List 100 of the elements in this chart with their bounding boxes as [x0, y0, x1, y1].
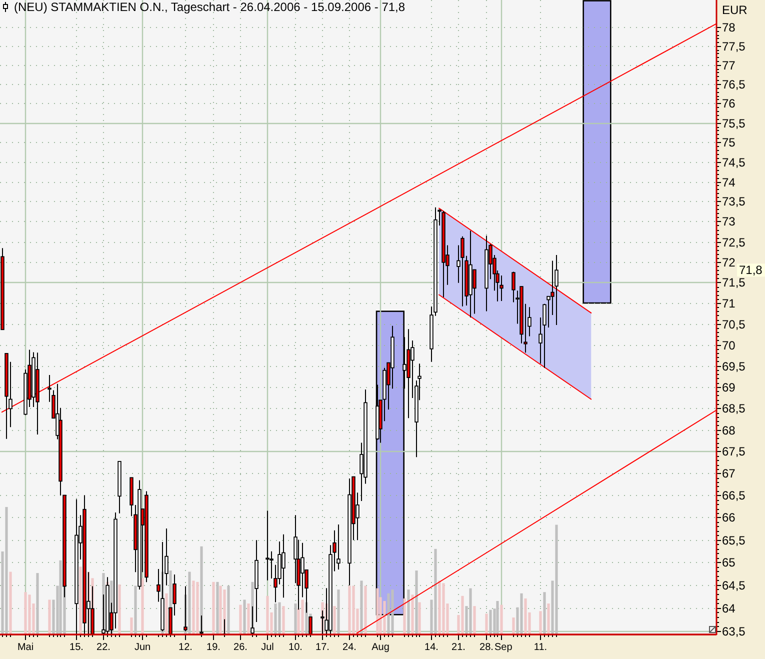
x-tick-label: Jul [261, 642, 274, 653]
bar [403, 598, 406, 634]
bar [364, 586, 367, 634]
bar [188, 572, 191, 634]
y-tick-label: 64,5 [722, 578, 746, 592]
bar [555, 524, 558, 634]
candlestick [554, 254, 558, 326]
x-tick-label: 28. [480, 642, 494, 653]
bar [512, 617, 515, 634]
bar [524, 598, 527, 634]
bar [192, 580, 195, 634]
y-tick-label: 75 [722, 136, 736, 150]
x-tick-label: 19. [206, 642, 220, 653]
y-tick-label: 71,5 [722, 276, 746, 290]
bar [348, 586, 351, 634]
candlestick [512, 271, 516, 303]
bar [278, 602, 281, 634]
y-tick-label: 78 [722, 20, 736, 34]
y-tick-label: 68,5 [722, 402, 746, 416]
candlestick [266, 510, 270, 581]
bar [489, 610, 492, 634]
bar [219, 586, 222, 634]
bar [415, 570, 418, 634]
bar [294, 604, 297, 634]
bar [376, 588, 379, 634]
x-tick-label: Jun [134, 642, 151, 653]
bar [24, 592, 27, 634]
bar [473, 606, 476, 634]
bar [243, 600, 246, 634]
x-tick-label: 15. [70, 642, 84, 653]
y-tick-label: 65,5 [722, 534, 746, 548]
x-tick-label: 21. [452, 642, 466, 653]
y-tick-label: 72,5 [722, 236, 746, 250]
bar [48, 600, 51, 634]
y-tick-label: 68 [722, 424, 736, 438]
x-tick-label: 11. [534, 642, 548, 653]
candlestick [336, 524, 340, 570]
y-tick-label: 73,5 [722, 194, 746, 208]
bar [266, 596, 269, 634]
bar [469, 588, 472, 634]
candlestick [282, 534, 286, 598]
y-tick-label: 66 [722, 510, 736, 524]
y-axis-title: EUR [722, 3, 748, 17]
y-tick-label: 64 [722, 602, 736, 616]
y-tick-label: 71 [722, 296, 736, 310]
bar [352, 586, 355, 634]
bar [227, 586, 230, 634]
bar [391, 590, 394, 634]
bar [411, 594, 414, 634]
y-tick-label: 73 [722, 214, 736, 228]
y-tick-label: 74 [722, 176, 736, 190]
bar [543, 592, 546, 634]
bar [239, 604, 242, 634]
bar [547, 604, 550, 634]
x-tick-label: Sep [494, 642, 513, 653]
y-tick-label: 75,5 [722, 116, 746, 130]
bar [520, 593, 523, 634]
bar [282, 606, 285, 634]
bar [5, 507, 8, 634]
bar [485, 614, 488, 634]
bar [383, 600, 386, 634]
y-tick-label: 72 [722, 256, 736, 270]
chart-title: (NEU) STAMMAKTIEN O.N., Tageschart - 26.04.2006 - 15.09.2006 - 71,8 [14, 0, 406, 14]
bar [59, 560, 62, 634]
bar [247, 604, 250, 634]
x-tick-label: 12. [178, 642, 192, 653]
y-tick-label: 63,5 [722, 624, 746, 638]
bar [141, 578, 144, 634]
bar [500, 604, 503, 634]
y-tick-label: 77,5 [722, 40, 746, 54]
bar [274, 604, 277, 634]
y-tick-label: 67 [722, 466, 736, 480]
bar [134, 586, 137, 634]
y-tick-label: 74,5 [722, 156, 746, 170]
bar [36, 573, 39, 634]
x-tick-label: 24. [342, 642, 356, 653]
bar [539, 611, 542, 634]
y-tick-label: 69,5 [722, 360, 746, 374]
bar [407, 590, 410, 634]
y-tick-label: 70,5 [722, 318, 746, 332]
x-tick-label: 26. [234, 642, 248, 653]
y-tick-label: 69 [722, 380, 736, 394]
bar [360, 580, 363, 634]
x-tick-label: 10. [288, 642, 302, 653]
bar [496, 600, 499, 634]
bar [301, 600, 304, 634]
bar [212, 582, 215, 634]
y-tick-label: 67,5 [722, 444, 746, 458]
x-tick-label: 14. [424, 642, 438, 653]
bar [130, 617, 133, 634]
candlestick [184, 586, 188, 632]
y-tick-label: 70 [722, 338, 736, 352]
bar [200, 546, 203, 634]
bar [216, 582, 219, 634]
bar [418, 602, 421, 634]
candlestick [542, 303, 546, 368]
bar [387, 593, 390, 634]
candlestick [460, 236, 464, 307]
bar [438, 580, 441, 634]
candlestick [500, 274, 504, 302]
